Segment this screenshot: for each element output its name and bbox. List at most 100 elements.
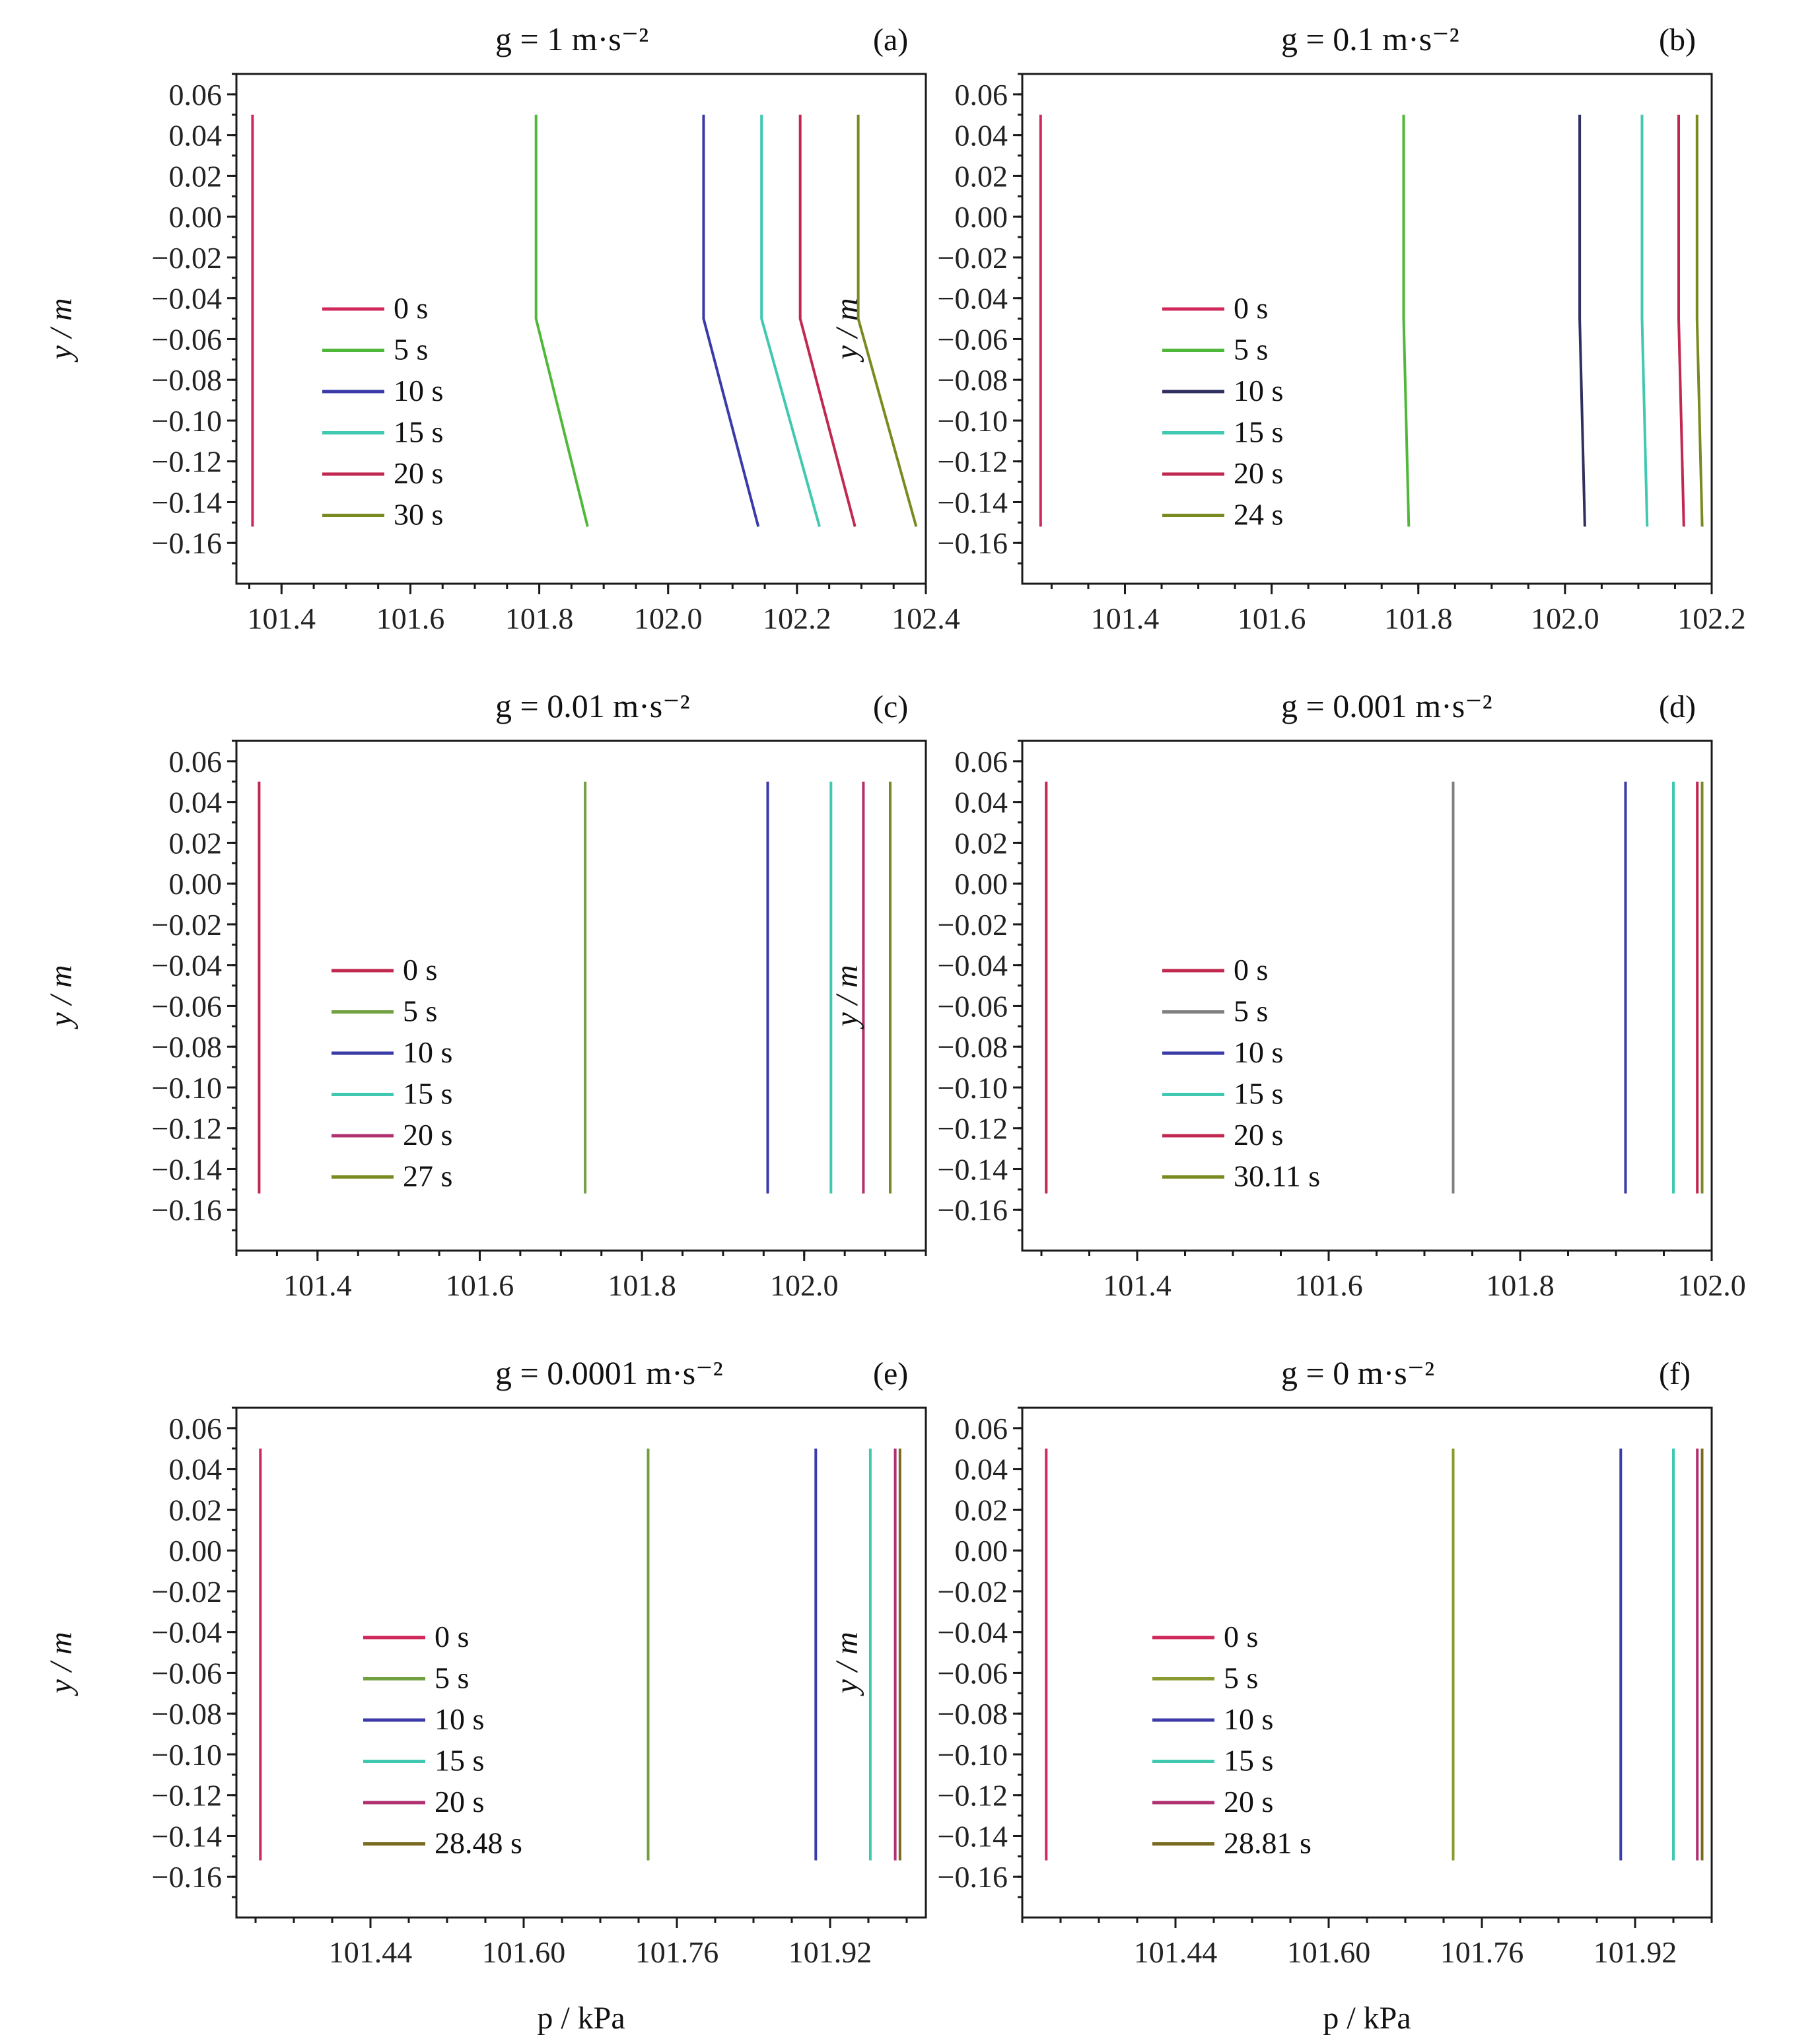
x-tick-label: 101.4 <box>1103 1268 1172 1302</box>
legend-label: 27 s <box>403 1159 452 1193</box>
x-tick-label: 101.44 <box>1134 1935 1218 1969</box>
x-tick-label: 101.44 <box>329 1935 413 1969</box>
x-tick-label: 101.76 <box>1440 1935 1524 1969</box>
y-axis-label: y / m <box>44 298 79 363</box>
legend-label: 15 s <box>435 1744 484 1778</box>
y-tick-label: 0.00 <box>955 867 1008 901</box>
y-tick-label: −0.02 <box>938 908 1008 942</box>
series-line-15-s <box>1640 114 1649 527</box>
x-tick-label: 102.2 <box>763 602 831 635</box>
panel-b: g = 0.1 m·s⁻² (b) 0.06 0.04 0.02 0.00 −0.02 −0.… <box>829 20 1746 635</box>
y-tick-label: 0.02 <box>169 826 223 860</box>
panel-letter: (f) <box>1659 1356 1691 1391</box>
y-tick-label: 0.04 <box>955 119 1008 153</box>
y-tick-label: −0.04 <box>152 1616 222 1649</box>
panel-title: g = 0.0001 m·s⁻² <box>495 1354 723 1391</box>
x-tick-label: 101.92 <box>1593 1935 1677 1969</box>
legend-label: 5 s <box>1224 1661 1258 1695</box>
y-axis-label: y / m <box>829 1632 864 1696</box>
legend-label: 10 s <box>403 1035 452 1069</box>
y-tick-label: −0.14 <box>152 1819 222 1853</box>
y-tick-label: 0.06 <box>169 745 223 778</box>
panel-title: g = 0 m·s⁻² <box>1281 1354 1434 1391</box>
x-tick-label: 101.4 <box>283 1268 352 1302</box>
y-tick-label: −0.14 <box>938 1152 1008 1186</box>
y-tick-label: −0.14 <box>938 1819 1008 1853</box>
series-line-15-s <box>760 114 821 528</box>
panel-letter: (e) <box>873 1356 908 1391</box>
y-tick-label: −0.12 <box>152 445 222 479</box>
x-tick-label: 101.8 <box>1486 1268 1555 1302</box>
legend-label: 10 s <box>1234 1035 1283 1069</box>
y-tick-label: 0.04 <box>169 119 223 153</box>
legend-label: 5 s <box>1234 994 1268 1028</box>
y-tick-label: −0.10 <box>152 404 222 438</box>
y-tick-label: −0.06 <box>938 989 1008 1023</box>
y-tick-label: −0.06 <box>152 989 222 1023</box>
y-tick-label: −0.08 <box>938 363 1008 397</box>
y-tick-label: −0.14 <box>152 1152 222 1186</box>
legend-label: 5 s <box>435 1661 469 1695</box>
panel-title: g = 1 m·s⁻² <box>495 20 648 57</box>
panel-letter: (c) <box>873 689 908 724</box>
legend-label: 30.11 s <box>1234 1159 1320 1193</box>
panel-f: g = 0 m·s⁻² (f) 0.06 0.04 0.02 0.00 −0.02 −0.04… <box>829 1354 1713 2036</box>
y-tick-label: 0.00 <box>169 200 223 234</box>
x-tick-label: 101.92 <box>788 1935 872 1969</box>
y-tick-label: −0.06 <box>152 322 222 356</box>
y-tick-label: −0.16 <box>938 526 1008 560</box>
legend-label: 10 s <box>435 1702 484 1736</box>
series-line-10-s <box>702 114 760 528</box>
y-tick-label: −0.02 <box>938 241 1008 275</box>
y-tick-label: 0.00 <box>955 1534 1008 1568</box>
legend-label: 0 s <box>1234 291 1268 325</box>
plot-frame <box>1021 73 1713 585</box>
y-tick-label: 0.02 <box>955 159 1008 193</box>
y-tick-label: 0.04 <box>955 786 1008 819</box>
legend-label: 20 s <box>1224 1785 1273 1818</box>
x-tick-label: 101.8 <box>505 602 574 635</box>
panel-title: g = 0.001 m·s⁻² <box>1281 687 1492 724</box>
x-tick-label: 102.4 <box>892 602 960 635</box>
legend-label: 30 s <box>394 498 443 532</box>
series-line-20-s <box>798 114 857 528</box>
legend-label: 20 s <box>403 1118 452 1152</box>
y-tick-label: −0.12 <box>938 1112 1008 1146</box>
y-tick-label: −0.10 <box>938 404 1008 438</box>
panel-c: g = 0.01 m·s⁻² (c) 0.06 0.04 0.02 0.00 −0.02 −0… <box>44 687 927 1302</box>
legend-label: 5 s <box>394 333 428 366</box>
y-tick-label: 0.00 <box>169 1534 223 1568</box>
legend-label: 24 s <box>1234 498 1283 532</box>
panel-letter: (d) <box>1659 689 1696 724</box>
y-axis-label: y / m <box>44 965 79 1029</box>
y-tick-label: −0.08 <box>938 1030 1008 1064</box>
y-tick-label: 0.02 <box>955 826 1008 860</box>
legend-label: 0 s <box>403 953 437 986</box>
panel-e: g = 0.0001 m·s⁻² (e) 0.06 0.04 0.02 0.00 −0.02… <box>44 1354 927 2036</box>
y-tick-label: −0.10 <box>152 1071 222 1105</box>
x-tick-label: 102.0 <box>770 1268 839 1302</box>
y-tick-label: 0.06 <box>169 1412 223 1445</box>
panel-title: g = 0.1 m·s⁻² <box>1281 20 1459 57</box>
panel-letter: (a) <box>873 22 908 57</box>
plot-frame <box>235 73 927 585</box>
x-tick-label: 101.6 <box>1238 602 1306 635</box>
y-tick-label: −0.14 <box>938 485 1008 519</box>
plot-frame <box>1021 740 1713 1252</box>
legend-label: 20 s <box>1234 1118 1283 1152</box>
x-tick-label: 101.6 <box>1294 1268 1363 1302</box>
y-tick-label: 0.02 <box>955 1493 1008 1527</box>
legend-label: 0 s <box>1224 1620 1258 1653</box>
y-tick-label: −0.02 <box>152 908 222 942</box>
legend-label: 10 s <box>1234 374 1283 407</box>
y-tick-label: −0.02 <box>152 1575 222 1608</box>
y-tick-label: 0.02 <box>169 159 223 193</box>
x-tick-label: 101.8 <box>608 1268 676 1302</box>
y-tick-label: −0.16 <box>152 1193 222 1227</box>
y-tick-label: −0.16 <box>152 526 222 560</box>
y-tick-label: −0.04 <box>938 1616 1008 1649</box>
y-tick-label: 0.00 <box>169 867 223 901</box>
y-tick-label: −0.16 <box>938 1193 1008 1227</box>
series-line-10-s <box>1578 114 1586 527</box>
